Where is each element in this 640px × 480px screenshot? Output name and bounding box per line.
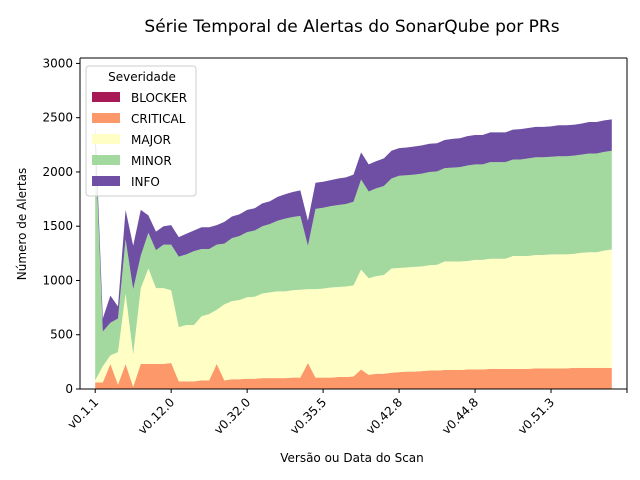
y-axis-label: Número de Alertas (15, 168, 29, 280)
legend: Severidade BLOCKER CRITICAL MAJOR MINOR INFO (85, 65, 197, 197)
x-tick-label: v0.44.8 (439, 395, 481, 437)
x-tick-label: v0.35.5 (287, 395, 329, 437)
x-tick-label: v0.51.3 (515, 395, 557, 437)
y-tick-label: 2500 (42, 111, 73, 125)
y-tick-label: 1000 (42, 273, 73, 287)
x-axis-label: Versão ou Data do Scan (280, 451, 424, 465)
area-minor (95, 139, 612, 381)
chart-title: Série Temporal de Alertas do SonarQube p… (144, 17, 559, 37)
legend-label-critical: CRITICAL (131, 112, 186, 126)
area-critical (95, 362, 612, 389)
legend-label-major: MAJOR (131, 133, 171, 147)
y-tick-label: 3000 (42, 56, 73, 70)
area-info (95, 119, 612, 332)
x-tick-label: v0.1.1 (65, 395, 102, 432)
legend-label-blocker: BLOCKER (131, 91, 187, 105)
y-tick-label: 2000 (42, 165, 73, 179)
x-ticks: v0.1.1 v0.12.0 v0.32.0 v0.35.5 v0.42.8 v0.44.… (65, 389, 628, 437)
x-tick-label: v0.32.0 (211, 395, 253, 437)
legend-label-minor: MINOR (131, 154, 172, 168)
area-series-group (95, 119, 612, 389)
legend-swatch-major (92, 134, 120, 144)
legend-title: Severidade (108, 70, 176, 84)
y-ticks: 0 500 1000 1500 2000 2500 3000 (42, 56, 80, 396)
legend-swatch-blocker (92, 92, 120, 102)
y-tick-label: 1500 (42, 219, 73, 233)
legend-label-info: INFO (131, 175, 160, 189)
legend-swatch-info (92, 176, 120, 186)
x-tick-label: v0.42.8 (363, 395, 405, 437)
x-tick-label: v0.12.0 (135, 395, 177, 437)
y-tick-label: 0 (65, 382, 73, 396)
legend-swatch-critical (92, 113, 120, 123)
legend-swatch-minor (92, 155, 120, 165)
y-tick-label: 500 (50, 328, 73, 342)
area-major (95, 249, 612, 387)
legend-items: BLOCKER CRITICAL MAJOR MINOR INFO (92, 91, 187, 189)
